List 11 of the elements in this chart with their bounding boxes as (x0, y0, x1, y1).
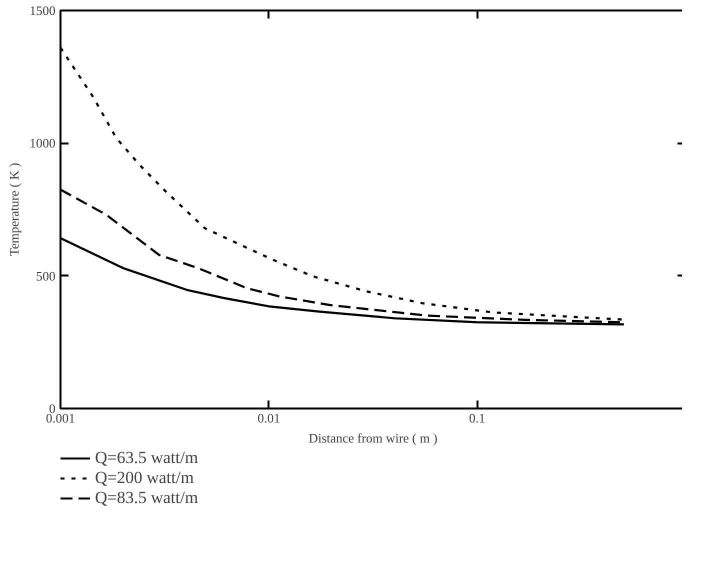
y-tick-label: 1500 (30, 3, 56, 18)
y-tick-label: 0 (49, 401, 56, 416)
x-axis-title: Distance from wire ( m ) (308, 430, 438, 446)
y-axis-title: Temperature ( K ) (6, 162, 22, 256)
y-tick-label: 500 (36, 268, 56, 284)
legend-label: Q=200 watt/m (95, 468, 194, 488)
legend-label: Q=63.5 watt/m (95, 448, 198, 468)
y-tick-label: 1000 (30, 136, 56, 151)
legend-label: Q=83.5 watt/m (95, 488, 198, 508)
x-tick-label: 0.01 (257, 410, 280, 426)
x-tick-label: 0.1 (469, 410, 486, 426)
